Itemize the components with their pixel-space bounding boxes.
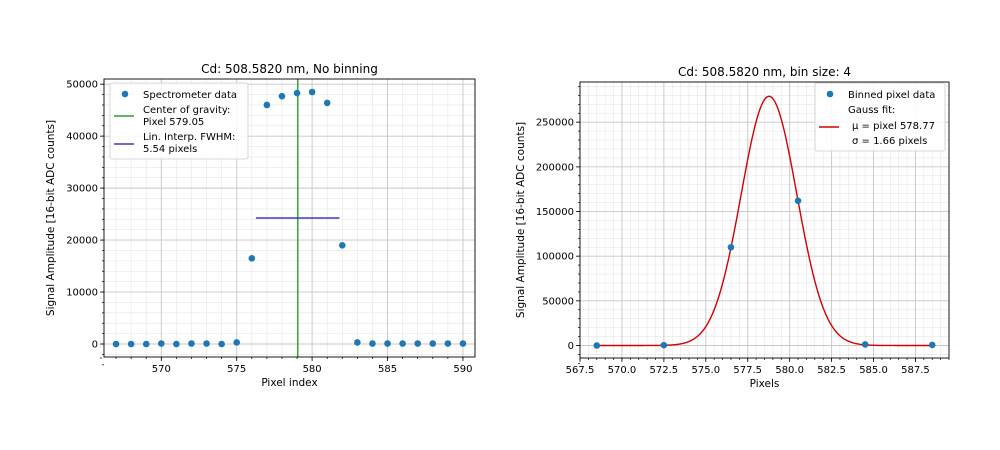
data-point xyxy=(127,340,135,348)
data-point xyxy=(248,254,256,262)
y-axis-label: Signal Amplitude [16-bit ADC counts] xyxy=(515,122,527,318)
legend-marker-spectrometer xyxy=(121,90,129,98)
x-tick-label: 570.0 xyxy=(608,365,637,376)
axes: 567.5 570.0 572.5 575.0 577.5 580.0 582.5 585.0… xyxy=(536,86,950,376)
data-point xyxy=(173,340,180,348)
x-tick-label: 577.5 xyxy=(733,365,762,376)
data-point xyxy=(188,340,195,347)
y-tick-label: 50000 xyxy=(66,80,98,91)
y-tick-label: 40000 xyxy=(66,132,98,143)
data-point xyxy=(444,340,452,347)
y-tick-label: 150000 xyxy=(536,207,574,218)
data-point xyxy=(218,340,225,348)
x-tick-label: 590 xyxy=(453,364,472,375)
data-point xyxy=(354,339,361,346)
chart-left: 570 575 580 585 590 0 10000 20000 30000 40000 5000… xyxy=(45,62,476,389)
data-point xyxy=(263,101,271,109)
data-point xyxy=(414,340,421,347)
x-tick-label: 575.0 xyxy=(691,365,720,376)
plot-area xyxy=(593,95,936,349)
data-point xyxy=(293,89,301,97)
data-point xyxy=(203,340,210,347)
y-tick-label: 100000 xyxy=(536,252,574,263)
data-point xyxy=(369,340,376,347)
legend: Spectrometer data Center of gravity:Pixel… xyxy=(109,82,249,160)
data-point xyxy=(794,197,802,205)
axes: 570 575 580 585 590 0 10000 20000 30000 40000 5000… xyxy=(66,80,472,375)
data-point xyxy=(928,341,936,349)
y-tick-label: 30000 xyxy=(66,184,98,195)
y-tick-label: 200000 xyxy=(536,162,574,173)
legend: Binned pixel data Gauss fit: μ = pixel 578… xyxy=(814,82,946,152)
data-point xyxy=(142,340,150,348)
x-tick-label: 572.5 xyxy=(650,365,679,376)
legend-box xyxy=(814,82,946,152)
gauss-fit-curve xyxy=(596,95,933,347)
x-axis-label: Pixel index xyxy=(261,377,317,389)
data-point xyxy=(323,99,331,107)
data-point xyxy=(727,243,735,251)
plot-area xyxy=(112,79,467,357)
x-tick-label: 580.0 xyxy=(775,365,804,376)
chart-right: 567.5 570.0 572.5 575.0 577.5 580.0 582.5 585.0… xyxy=(515,65,950,390)
x-tick-label: 585 xyxy=(378,364,397,375)
legend-marker-binned xyxy=(826,90,834,98)
data-point xyxy=(429,340,437,347)
legend-label-spectrometer: Spectrometer data xyxy=(143,90,237,101)
legend-label-fwhm-line1: Lin. Interp. FWHM: xyxy=(143,132,235,143)
data-point xyxy=(660,341,668,349)
x-tick-label: 567.5 xyxy=(566,365,595,376)
data-point xyxy=(233,339,241,346)
data-point xyxy=(861,341,869,348)
legend-label-cog-line1: Center of gravity: xyxy=(143,105,230,116)
legend-label-mu: μ = pixel 578.77 xyxy=(852,121,935,132)
data-point xyxy=(112,340,120,348)
x-tick-label: 585.0 xyxy=(859,365,888,376)
x-axis-label: Pixels xyxy=(750,378,780,390)
x-tick-label: 570 xyxy=(152,364,171,375)
chart-title: Cd: 508.5820 nm, bin size: 4 xyxy=(678,65,851,79)
data-point xyxy=(593,342,601,349)
y-tick-label: 0 xyxy=(92,340,98,351)
x-tick-label: 580 xyxy=(303,364,322,375)
legend-label-gauss-title: Gauss fit: xyxy=(848,105,895,116)
y-tick-label: 20000 xyxy=(66,236,98,247)
y-tick-label: 0 xyxy=(568,341,574,352)
legend-label-fwhm-line2: 5.54 pixels xyxy=(143,144,197,155)
y-tick-label: 250000 xyxy=(536,118,574,129)
x-tick-label: 575 xyxy=(227,364,246,375)
data-point xyxy=(308,88,316,96)
legend-label-sigma: σ = 1.66 pixels xyxy=(852,136,927,147)
data-point xyxy=(338,241,346,249)
chart-title: Cd: 508.5820 nm, No binning xyxy=(201,62,378,76)
legend-label-cog-line2: Pixel 579.05 xyxy=(143,117,204,128)
y-tick-label: 10000 xyxy=(66,288,98,299)
data-point xyxy=(384,340,391,347)
x-tick-label: 587.5 xyxy=(901,365,930,376)
y-axis-label: Signal Amplitude [16-bit ADC counts] xyxy=(45,120,57,316)
data-point xyxy=(399,340,406,347)
data-point xyxy=(158,340,165,347)
y-tick-label: 50000 xyxy=(542,296,574,307)
legend-label-binned: Binned pixel data xyxy=(848,90,935,101)
legend-box xyxy=(109,82,249,160)
data-point xyxy=(278,92,286,100)
x-tick-label: 582.5 xyxy=(817,365,846,376)
data-point xyxy=(459,340,467,347)
axes-frame xyxy=(103,78,476,358)
